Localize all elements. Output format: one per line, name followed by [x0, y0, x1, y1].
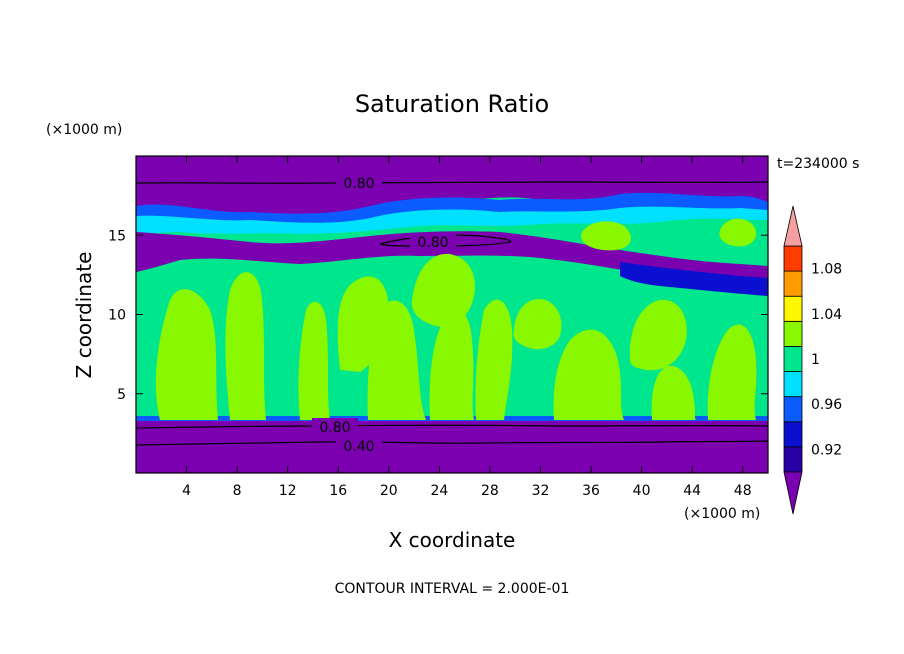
colorbar-label: 1.04 [811, 307, 842, 323]
x-tick-label: 36 [582, 483, 600, 499]
x-tick-label: 40 [633, 483, 651, 499]
x-axis-label: X coordinate [389, 528, 516, 552]
contour-field [136, 156, 768, 473]
x-axis: 4 8 12 16 20 24 28 32 36 40 44 48 [182, 156, 752, 499]
x-tick-label: 8 [233, 483, 242, 499]
contour-lines [135, 181, 769, 446]
colorbar-swatch [783, 421, 803, 448]
x-tick-label: 32 [532, 483, 550, 499]
time-label: t=234000 s [777, 156, 859, 172]
mid-dry-band [136, 231, 768, 284]
colorbar-label: 1.08 [811, 262, 842, 278]
colorbar-swatch [783, 346, 803, 372]
contour-line-040 [135, 440, 769, 446]
colorbar-swatch [783, 320, 803, 347]
x-tick-label: 48 [734, 483, 752, 499]
y-tick-label: 5 [117, 387, 126, 403]
cloud-regions [155, 218, 757, 420]
mid-blue-band [620, 262, 768, 296]
upper-cyan-band [136, 206, 768, 234]
contour-label-080-top: 0.80 [343, 176, 374, 192]
colorbar-swatch [783, 371, 803, 398]
x-tick-label: 4 [182, 483, 191, 499]
y-unit-label: (×1000 m) [46, 122, 122, 138]
colorbar-upper-arrow [783, 205, 803, 247]
lower-dry-region [136, 420, 768, 473]
colorbar-swatch [783, 245, 803, 272]
y-axis-label: Z coordinate [72, 252, 96, 379]
contour-line-080-low [135, 424, 769, 429]
x-tick-label: 24 [430, 483, 448, 499]
colorbar-swatch [783, 270, 803, 297]
colorbar: 0.92 0.96 1 1.04 1.08 [783, 205, 842, 515]
x-tick-label: 28 [481, 483, 499, 499]
x-tick-label: 44 [683, 483, 701, 499]
contour-line-080-top [135, 181, 769, 184]
colorbar-label: 1 [811, 352, 820, 368]
colorbar-lower-arrow [783, 471, 803, 515]
contour-label-080-mid: 0.80 [417, 235, 448, 251]
contour-label-040: 0.40 [343, 439, 374, 455]
colorbar-swatch [783, 446, 803, 473]
y-tick-label: 10 [108, 308, 126, 324]
x-tick-label: 12 [279, 483, 297, 499]
colorbar-swatch [783, 295, 803, 322]
chart-title: Saturation Ratio [355, 90, 549, 118]
x-tick-label: 16 [329, 483, 347, 499]
y-tick-label: 15 [108, 228, 126, 244]
x-tick-label: 20 [380, 483, 398, 499]
colorbar-label: 0.92 [811, 442, 842, 458]
x-unit-label: (×1000 m) [684, 506, 760, 522]
y-axis: 5 10 15 [108, 228, 768, 403]
contour-label-080-low: 0.80 [319, 420, 350, 436]
colorbar-swatch [783, 396, 803, 423]
footer-text: CONTOUR INTERVAL = 2.000E-01 [335, 581, 570, 597]
plot-area: 0.80 0.80 0.80 0.40 4 8 12 16 20 24 28 32 36 40 44… [108, 155, 769, 499]
upper-dry-region [136, 156, 768, 217]
contour-labels: 0.80 0.80 0.80 0.40 [312, 174, 456, 455]
colorbar-label: 0.96 [811, 397, 842, 413]
